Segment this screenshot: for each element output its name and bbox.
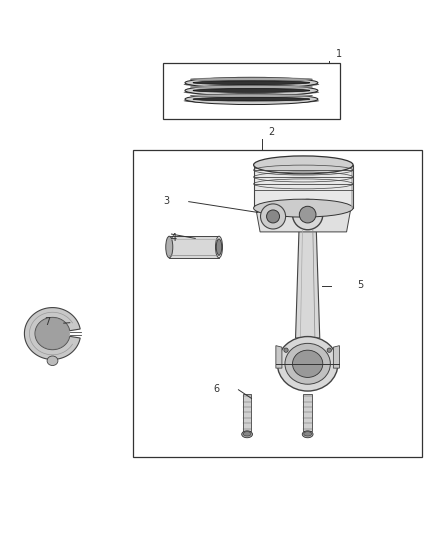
Ellipse shape xyxy=(184,82,319,87)
Ellipse shape xyxy=(190,94,313,98)
Ellipse shape xyxy=(261,204,286,229)
Ellipse shape xyxy=(193,81,310,85)
Ellipse shape xyxy=(166,236,173,258)
Polygon shape xyxy=(304,394,312,431)
Ellipse shape xyxy=(193,88,310,92)
Text: 5: 5 xyxy=(357,280,364,290)
Ellipse shape xyxy=(185,77,318,88)
Text: 4: 4 xyxy=(171,232,177,243)
Ellipse shape xyxy=(293,199,323,230)
Ellipse shape xyxy=(190,78,313,81)
Polygon shape xyxy=(351,166,353,208)
Ellipse shape xyxy=(327,348,332,352)
Polygon shape xyxy=(256,208,351,232)
Ellipse shape xyxy=(215,236,223,258)
Ellipse shape xyxy=(243,432,251,436)
Text: 6: 6 xyxy=(213,384,219,394)
Ellipse shape xyxy=(190,85,313,88)
Ellipse shape xyxy=(285,343,330,384)
Text: 7: 7 xyxy=(44,317,50,327)
Polygon shape xyxy=(333,345,339,368)
Ellipse shape xyxy=(242,431,253,438)
Polygon shape xyxy=(243,394,251,431)
Ellipse shape xyxy=(284,348,288,352)
Ellipse shape xyxy=(267,210,279,223)
Polygon shape xyxy=(169,236,219,258)
Polygon shape xyxy=(25,308,80,359)
Polygon shape xyxy=(254,165,353,208)
Bar xyxy=(163,63,340,119)
Ellipse shape xyxy=(184,98,319,104)
Text: 2: 2 xyxy=(269,127,275,137)
Ellipse shape xyxy=(35,318,70,350)
Bar xyxy=(133,150,422,457)
Polygon shape xyxy=(296,230,320,338)
Ellipse shape xyxy=(185,94,318,104)
Polygon shape xyxy=(276,345,282,368)
Ellipse shape xyxy=(185,85,318,96)
Text: 1: 1 xyxy=(336,49,342,59)
Ellipse shape xyxy=(254,199,353,217)
Text: 3: 3 xyxy=(163,196,169,206)
Ellipse shape xyxy=(254,156,353,174)
Ellipse shape xyxy=(302,431,313,438)
Ellipse shape xyxy=(304,432,311,436)
Ellipse shape xyxy=(299,206,316,223)
Ellipse shape xyxy=(47,356,58,366)
Ellipse shape xyxy=(293,350,323,377)
Ellipse shape xyxy=(193,97,310,101)
Ellipse shape xyxy=(184,89,319,95)
Ellipse shape xyxy=(277,336,338,391)
Ellipse shape xyxy=(216,239,222,255)
